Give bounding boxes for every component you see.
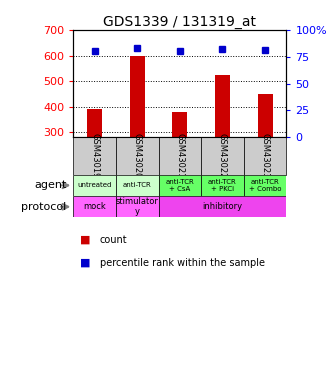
Bar (159, 196, 286, 217)
Text: GSM43023: GSM43023 (260, 133, 270, 178)
Text: inhibitory: inhibitory (202, 202, 242, 211)
Text: protocol: protocol (21, 202, 67, 212)
Bar (116, 175, 159, 196)
Bar (172, 112, 187, 137)
Bar (116, 196, 159, 217)
Bar (159, 175, 201, 196)
Bar (215, 75, 230, 137)
Text: GSM43020: GSM43020 (133, 133, 142, 178)
Bar (73, 137, 116, 175)
Bar (159, 137, 201, 175)
Title: GDS1339 / 131319_at: GDS1339 / 131319_at (103, 15, 256, 29)
Text: stimulator
y: stimulator y (116, 197, 159, 216)
Bar (130, 56, 145, 137)
Text: GSM43022: GSM43022 (218, 133, 227, 178)
Bar (116, 137, 159, 175)
Bar (244, 175, 286, 196)
Text: anti-TCR
+ PKCi: anti-TCR + PKCi (208, 179, 237, 192)
Text: anti-TCR: anti-TCR (123, 182, 152, 188)
Text: count: count (100, 235, 128, 245)
Text: GSM43019: GSM43019 (90, 133, 99, 178)
Bar (201, 175, 244, 196)
Text: anti-TCR
+ CsA: anti-TCR + CsA (166, 179, 194, 192)
Text: mock: mock (83, 202, 106, 211)
Bar (73, 196, 116, 217)
Text: percentile rank within the sample: percentile rank within the sample (100, 258, 265, 267)
Text: ■: ■ (80, 235, 91, 245)
Bar (244, 137, 286, 175)
Bar (258, 94, 272, 137)
Text: untreated: untreated (77, 182, 112, 188)
Text: ■: ■ (80, 258, 91, 267)
Bar (201, 137, 244, 175)
Bar (73, 175, 116, 196)
Text: anti-TCR
+ Combo: anti-TCR + Combo (249, 179, 281, 192)
Bar (87, 109, 102, 137)
Text: agent: agent (34, 180, 67, 190)
Text: GSM43021: GSM43021 (175, 133, 184, 178)
